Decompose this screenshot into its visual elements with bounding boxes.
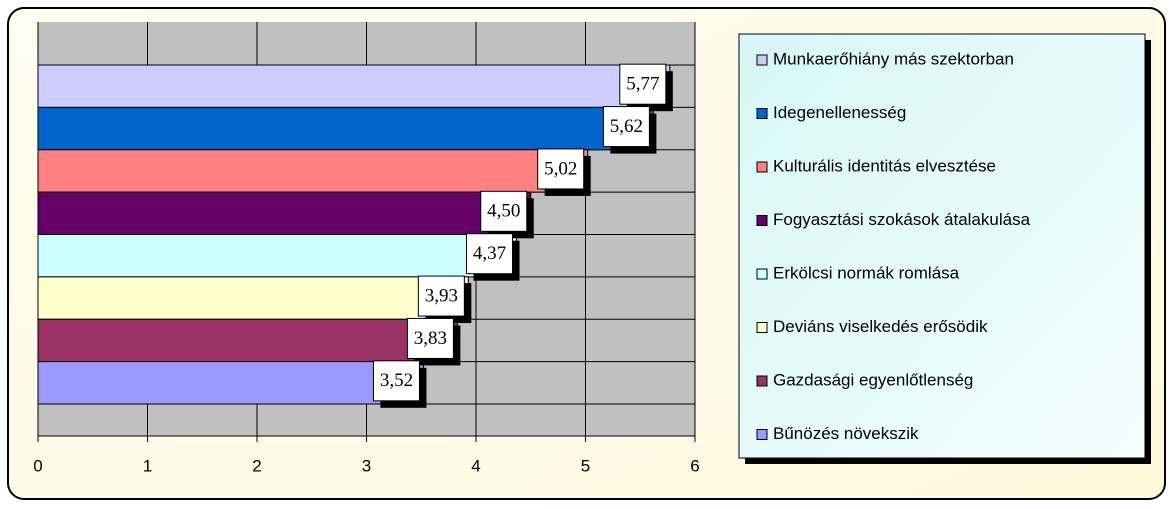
- bar: [37, 234, 518, 278]
- legend-label: Kulturális identitás elvesztése: [773, 156, 996, 175]
- value-label: 4,50: [487, 201, 520, 222]
- legend-swatch: [756, 268, 768, 280]
- x-tick-label: 3: [362, 456, 371, 475]
- value-label-box: [480, 190, 528, 232]
- legend-label: Munkaerőhiány más szektorban: [773, 49, 1014, 68]
- legend-label: Erkölcsi normák romlása: [773, 263, 960, 282]
- value-label: 3,52: [380, 370, 413, 391]
- legend-swatch: [756, 54, 768, 66]
- bar: [37, 361, 424, 405]
- legend-label: Fogyasztási szokások átalakulása: [773, 210, 1031, 229]
- legend-label: Gazdasági egyenlőtlenség: [773, 370, 973, 389]
- value-label: 3,93: [425, 285, 458, 306]
- value-label-box: [417, 275, 465, 317]
- value-label: 5,62: [610, 116, 643, 137]
- value-label-box: [466, 233, 514, 275]
- legend-swatch: [756, 161, 768, 173]
- value-label-box: [537, 148, 585, 190]
- legend-label: Deviáns viselkedés erősödik: [773, 317, 988, 336]
- bar: [37, 318, 458, 363]
- legend-swatch: [756, 429, 768, 440]
- legend-box: [738, 33, 1146, 459]
- bar: [37, 276, 469, 320]
- value-label: 3,83: [414, 328, 447, 349]
- x-tick-label: 4: [471, 456, 480, 475]
- x-tick-label: 0: [33, 456, 42, 475]
- value-label: 4,37: [473, 243, 506, 264]
- value-label: 5,02: [544, 158, 577, 179]
- x-tick-label: 2: [252, 456, 261, 475]
- x-tick-label: 5: [581, 456, 590, 475]
- legend-label: Bűnözés növekszik: [773, 424, 919, 443]
- legend-swatch: [756, 375, 768, 387]
- legend-swatch: [756, 322, 768, 333]
- value-label-box: [406, 317, 454, 359]
- bar: [37, 149, 589, 193]
- legend-swatch: [756, 108, 768, 119]
- bar: [37, 64, 671, 108]
- value-label: 5,77: [626, 74, 659, 95]
- bar: [37, 191, 532, 235]
- legend-swatch: [756, 215, 768, 226]
- value-label-box: [372, 360, 420, 402]
- x-tick-label: 1: [143, 456, 152, 475]
- value-label-box: [602, 106, 650, 148]
- bar: [37, 106, 654, 151]
- x-tick-label: 6: [690, 456, 699, 475]
- legend-label: Idegenellenesség: [773, 103, 906, 122]
- value-label-box: [619, 63, 667, 105]
